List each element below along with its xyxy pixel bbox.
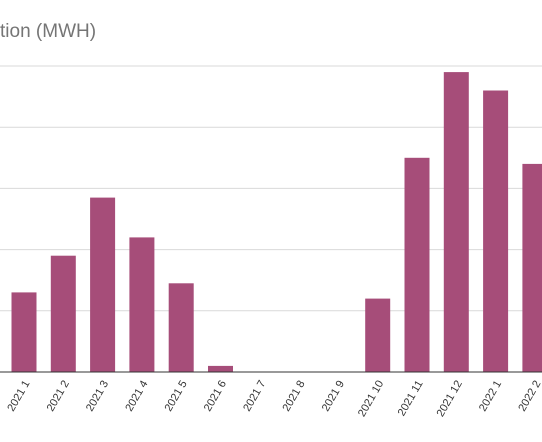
x-tick-label: 2021 2 xyxy=(45,379,72,414)
bar xyxy=(11,292,37,372)
bar xyxy=(404,157,430,372)
x-tick-label: 2021 3 xyxy=(84,379,111,414)
x-tick-label: 2021 5 xyxy=(163,379,190,414)
bar xyxy=(208,365,233,372)
bars xyxy=(11,72,542,372)
x-tick-label: 2021 9 xyxy=(320,379,347,414)
bar xyxy=(129,237,155,372)
bar xyxy=(365,298,391,372)
x-tick-label: 2021 4 xyxy=(123,379,150,414)
bar xyxy=(483,90,509,372)
x-tick-label: 2021 7 xyxy=(241,379,268,414)
x-tick-label: 2021 11 xyxy=(396,379,426,419)
x-tick-label: 2021 1 xyxy=(5,379,32,414)
chart-title: tion (MWH) xyxy=(0,21,97,42)
x-tick-labels: 2021 1 2021 2 2021 3 2021 4 2021 5 2021 6 2021… xyxy=(5,378,542,418)
x-tick-label: 2021 6 xyxy=(202,379,229,414)
bar xyxy=(168,283,194,372)
x-tick-label: 2021 10 xyxy=(356,379,386,419)
bar xyxy=(50,255,76,372)
bar xyxy=(522,163,542,372)
x-tick-label: 2021 8 xyxy=(280,379,307,414)
x-tick-label: 2021 12 xyxy=(435,379,465,419)
bar xyxy=(90,197,116,372)
x-tick-label: 2022 2 xyxy=(516,379,542,414)
bar xyxy=(443,72,469,372)
x-tick-label: 2022 1 xyxy=(477,378,504,413)
